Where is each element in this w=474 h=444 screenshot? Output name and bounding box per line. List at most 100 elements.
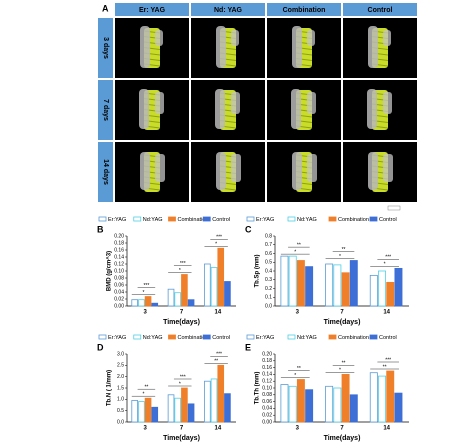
y-tick-label: 0.8 [265,233,272,239]
panel-label: D [97,342,104,352]
y-axis-label: Tb.Sp (mm) [255,255,261,288]
bar [394,392,403,423]
x-tick-label: 7 [180,426,184,432]
bar [131,299,139,307]
bar [369,274,378,307]
x-axis-label: Time(days) [324,435,361,442]
row-header [98,18,113,78]
legend-swatch [246,216,255,222]
legend-swatch [98,334,107,340]
y-tick-label: 2.5 [117,363,124,369]
bone [215,89,225,129]
y-tick-label: 1.0 [117,397,124,403]
y-tick-label: 0.7 [265,242,272,248]
legend-label: Combination [338,217,369,223]
y-tick-label: 0.04 [262,406,272,412]
x-tick-label: 3 [143,426,147,432]
y-axis-label: BMD (g/cm^3) [107,251,113,291]
x-axis-label: Time(days) [324,319,361,326]
row-header [98,142,113,202]
bar [288,255,297,307]
legend-swatch [369,334,378,340]
column-header [267,3,341,16]
y-tick-label: 0.4 [265,268,272,274]
y-tick-label: 0.16 [114,247,124,253]
column-label: Er: YAG [139,7,166,14]
y-tick-label: 0.12 [262,379,272,385]
panel-label: B [97,224,104,234]
significance-label: *** [143,283,149,289]
significance-label: ** [297,366,301,372]
y-tick-label: 1.5 [117,385,124,391]
bar [210,267,218,307]
significance-label: *** [216,235,222,241]
significance-label: ** [342,361,346,367]
y-tick-label: 0.3 [265,277,272,283]
legend-label: Control [379,217,397,223]
legend-swatch [133,334,142,340]
x-tick-label: 3 [143,310,147,316]
bar [386,281,395,307]
bone [367,89,377,129]
significance-label: ** [214,359,218,365]
bone [216,26,226,68]
bone [307,30,315,46]
legend-label: Nd:YAG [297,335,317,341]
significance-label: * [179,381,181,387]
significance-label: ** [342,247,346,253]
y-tick-label: 0.10 [262,385,272,391]
y-tick-label: 0.20 [114,233,124,239]
significance-label: * [294,249,296,255]
x-tick-label: 7 [340,310,344,316]
column-label: Combination [283,7,326,14]
y-tick-label: 0.5 [265,260,272,266]
bar [349,394,358,423]
panel-label: E [245,342,251,352]
bar [167,394,175,423]
bar [204,263,211,307]
bone [383,154,393,182]
y-tick-label: 0.16 [262,365,272,371]
x-tick-label: 3 [296,310,300,316]
bar [349,260,358,307]
significance-label: * [339,254,341,260]
y-tick-label: 0.06 [114,282,124,288]
x-tick-label: 7 [180,310,184,316]
row-label: 3 days [102,37,109,59]
bar [151,406,159,423]
bone [368,26,378,68]
bone [231,154,241,182]
bar [341,373,350,423]
significance-label: * [294,373,296,379]
bar [131,400,139,423]
legend-swatch [168,216,176,222]
bar [167,288,175,307]
y-tick-label: 0.02 [262,413,272,419]
bar [394,267,403,307]
legend-label: Control [379,335,397,341]
y-tick-label: 0.14 [114,254,124,260]
bar [144,296,152,307]
legend-label: Nd:YAG [143,335,163,341]
scale-bar [387,205,401,211]
bone [155,92,164,114]
bone [216,152,226,190]
legend-swatch [328,216,337,222]
x-tick-label: 14 [214,426,221,432]
y-tick-label: 0.14 [262,372,272,378]
bone [291,89,301,129]
column-header [343,3,417,16]
bar [296,379,305,423]
legend-label: Combination [338,335,369,341]
x-tick-label: 14 [383,426,390,432]
bar [341,272,350,307]
y-tick-label: 0.18 [262,358,272,364]
y-tick-label: 0.18 [114,240,124,246]
bone [307,92,316,114]
y-tick-label: 0.08 [114,275,124,281]
bone [155,154,165,182]
bar [181,274,188,307]
x-axis-label: Time(days) [163,319,200,326]
bar [174,397,182,423]
